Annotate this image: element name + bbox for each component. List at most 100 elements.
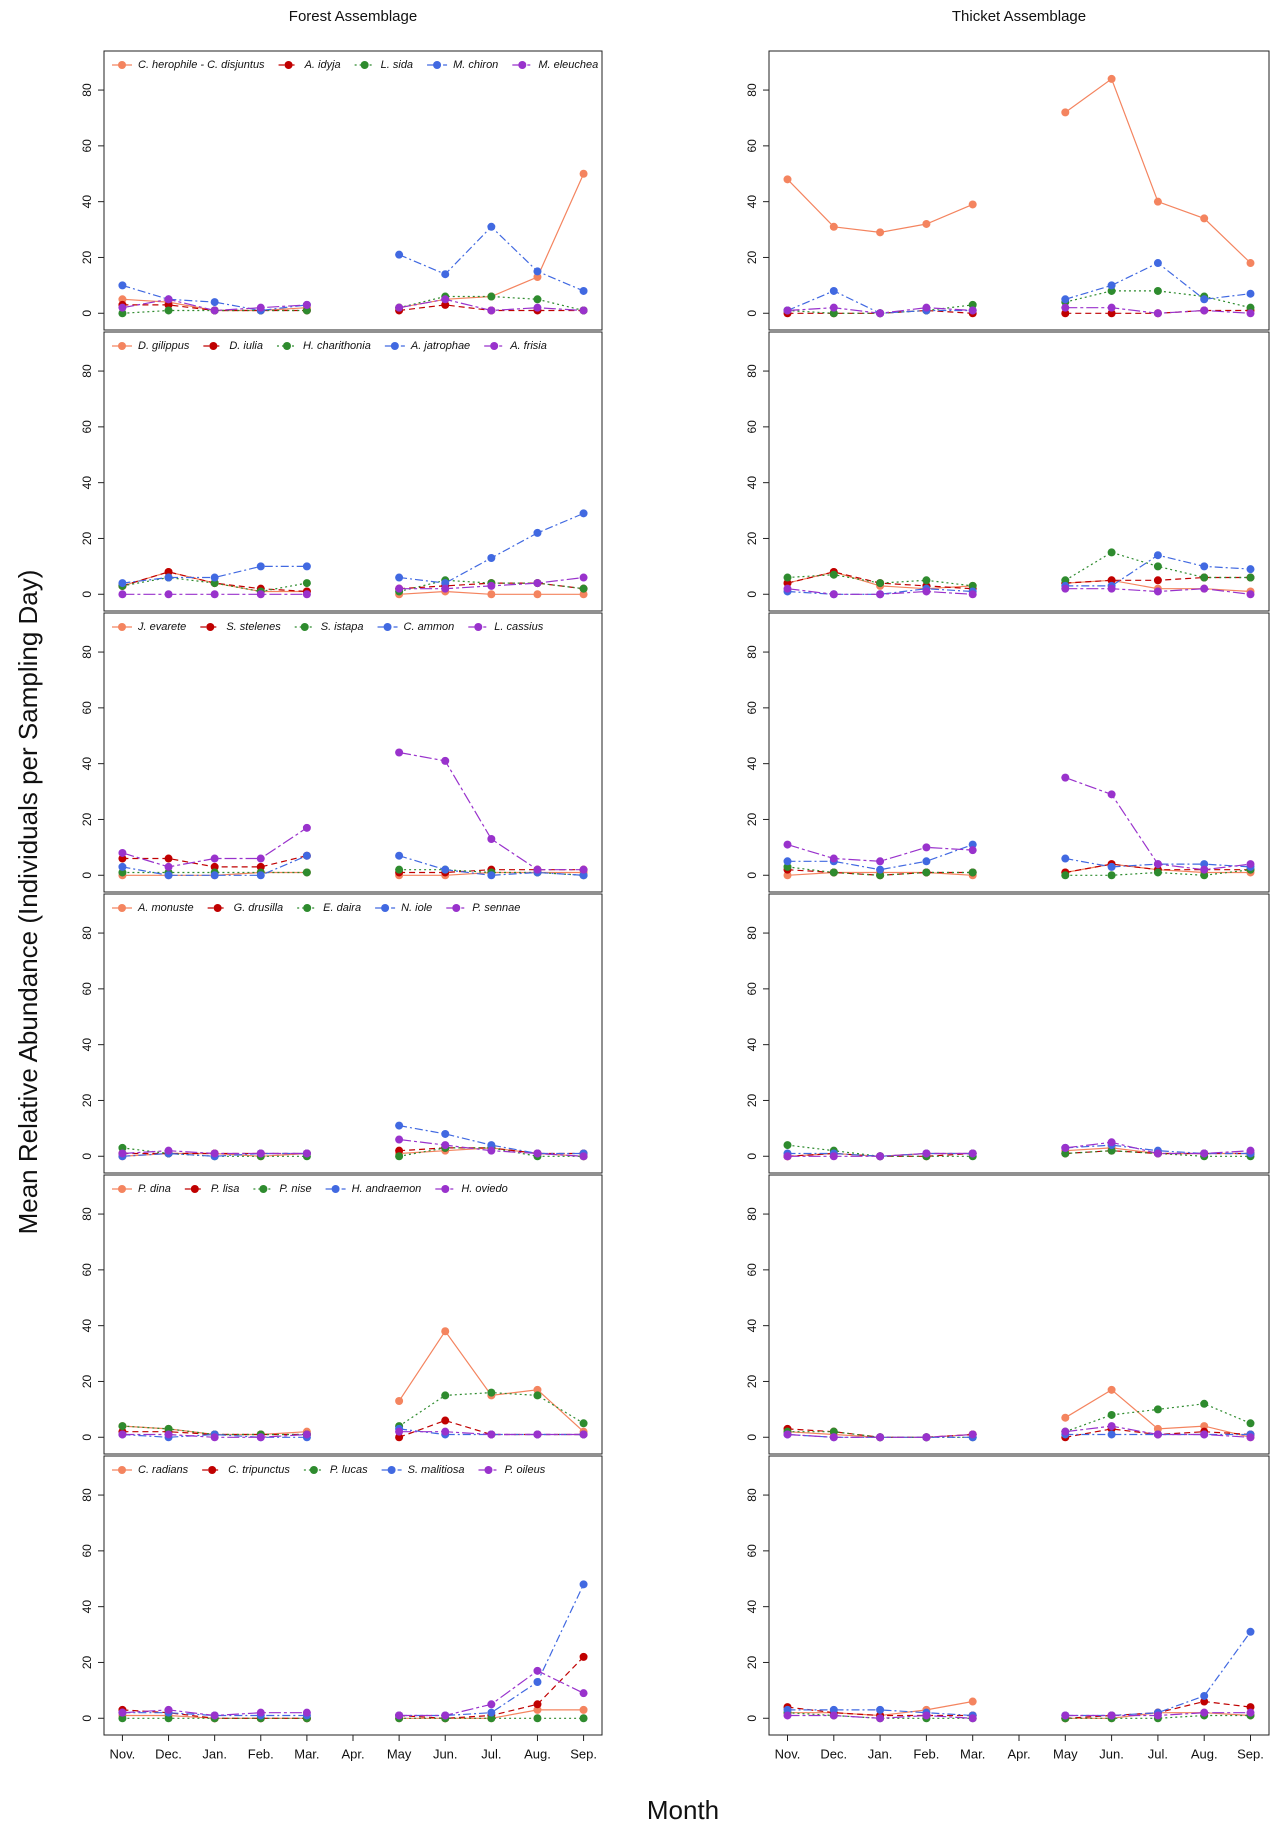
data-point — [1154, 1430, 1162, 1438]
legend-marker — [118, 904, 126, 912]
legend-label: J. evarete — [137, 621, 186, 633]
data-point — [487, 1430, 495, 1438]
data-point — [118, 304, 126, 312]
data-point — [969, 846, 977, 854]
legend-marker — [303, 904, 311, 912]
data-point — [922, 1711, 930, 1719]
data-point — [533, 295, 541, 303]
y-tick-label: 80 — [745, 1207, 759, 1221]
data-point — [830, 868, 838, 876]
y-tick-label: 40 — [745, 1319, 759, 1333]
x-tick-label: Apr. — [341, 1746, 364, 1761]
data-point — [969, 1698, 977, 1706]
data-point — [487, 871, 495, 879]
data-point — [165, 574, 173, 582]
legend-label: P. lucas — [330, 1464, 368, 1476]
data-point — [1200, 1692, 1208, 1700]
y-tick-label: 0 — [745, 1434, 759, 1441]
data-point — [441, 1141, 449, 1149]
data-point — [395, 1152, 403, 1160]
series-line — [788, 1390, 1251, 1438]
y-tick-label: 40 — [80, 476, 94, 490]
data-point — [441, 270, 449, 278]
data-point — [1061, 295, 1069, 303]
y-tick-label: 80 — [745, 83, 759, 97]
plot-frame — [769, 613, 1269, 892]
data-point — [257, 871, 265, 879]
data-point — [303, 1430, 311, 1438]
data-point — [533, 267, 541, 275]
y-tick-label: 20 — [80, 1374, 94, 1388]
legend-marker — [118, 623, 126, 631]
data-point — [395, 1428, 403, 1436]
data-point — [1154, 1711, 1162, 1719]
data-point — [533, 1714, 541, 1722]
data-point — [1154, 1405, 1162, 1413]
data-point — [1200, 866, 1208, 874]
data-point — [969, 200, 977, 208]
data-point — [1247, 1709, 1255, 1717]
data-point — [1154, 587, 1162, 595]
data-point — [580, 1689, 588, 1697]
y-tick-label: 80 — [80, 645, 94, 659]
data-point — [580, 170, 588, 178]
data-point — [1247, 860, 1255, 868]
data-point — [257, 855, 265, 863]
legend-marker — [206, 623, 214, 631]
data-point — [1247, 290, 1255, 298]
panel-title: Thicket Assemblage — [952, 8, 1086, 25]
data-point — [118, 849, 126, 857]
series-line — [788, 1632, 1251, 1716]
data-point — [876, 579, 884, 587]
y-tick-label: 40 — [80, 1038, 94, 1052]
data-point — [303, 868, 311, 876]
y-tick-label: 60 — [80, 1544, 94, 1558]
data-point — [303, 562, 311, 570]
data-point — [441, 1711, 449, 1719]
data-point — [1154, 259, 1162, 267]
legend-label: P. lisa — [211, 1183, 240, 1195]
plot-frame — [769, 51, 1269, 330]
data-point — [1200, 214, 1208, 222]
legend-marker — [283, 342, 291, 350]
data-point — [922, 857, 930, 865]
data-point — [1108, 1422, 1116, 1430]
series-line — [788, 572, 1251, 589]
data-point — [395, 852, 403, 860]
data-point — [830, 1433, 838, 1441]
legend-label: S. istapa — [321, 621, 364, 633]
data-point — [211, 306, 219, 314]
series-line — [122, 513, 583, 583]
data-point — [441, 1428, 449, 1436]
data-point — [1108, 1711, 1116, 1719]
y-tick-label: 0 — [745, 591, 759, 598]
data-point — [487, 1700, 495, 1708]
data-point — [876, 228, 884, 236]
data-point — [1108, 1138, 1116, 1146]
legend-marker — [441, 1185, 449, 1193]
data-point — [211, 1711, 219, 1719]
legend-marker — [381, 904, 389, 912]
y-tick-label: 60 — [80, 982, 94, 996]
data-point — [303, 590, 311, 598]
x-tick-label: Mar. — [294, 1746, 319, 1761]
legend-label: C. ammon — [404, 621, 455, 633]
data-point — [1154, 309, 1162, 317]
data-point — [257, 1709, 265, 1717]
data-point — [1154, 868, 1162, 876]
data-point — [830, 223, 838, 231]
data-point — [580, 574, 588, 582]
data-point — [1200, 574, 1208, 582]
data-point — [1247, 259, 1255, 267]
legend-label: L. sida — [381, 59, 413, 71]
data-point — [487, 590, 495, 598]
legend-label: A. idyja — [304, 59, 341, 71]
legend-label: C. radians — [138, 1464, 189, 1476]
y-tick-label: 40 — [745, 476, 759, 490]
series-line — [788, 845, 1251, 870]
data-point — [1061, 1414, 1069, 1422]
series-line — [788, 308, 1251, 314]
data-point — [1061, 774, 1069, 782]
legend-marker — [490, 342, 498, 350]
y-tick-label: 40 — [745, 195, 759, 209]
